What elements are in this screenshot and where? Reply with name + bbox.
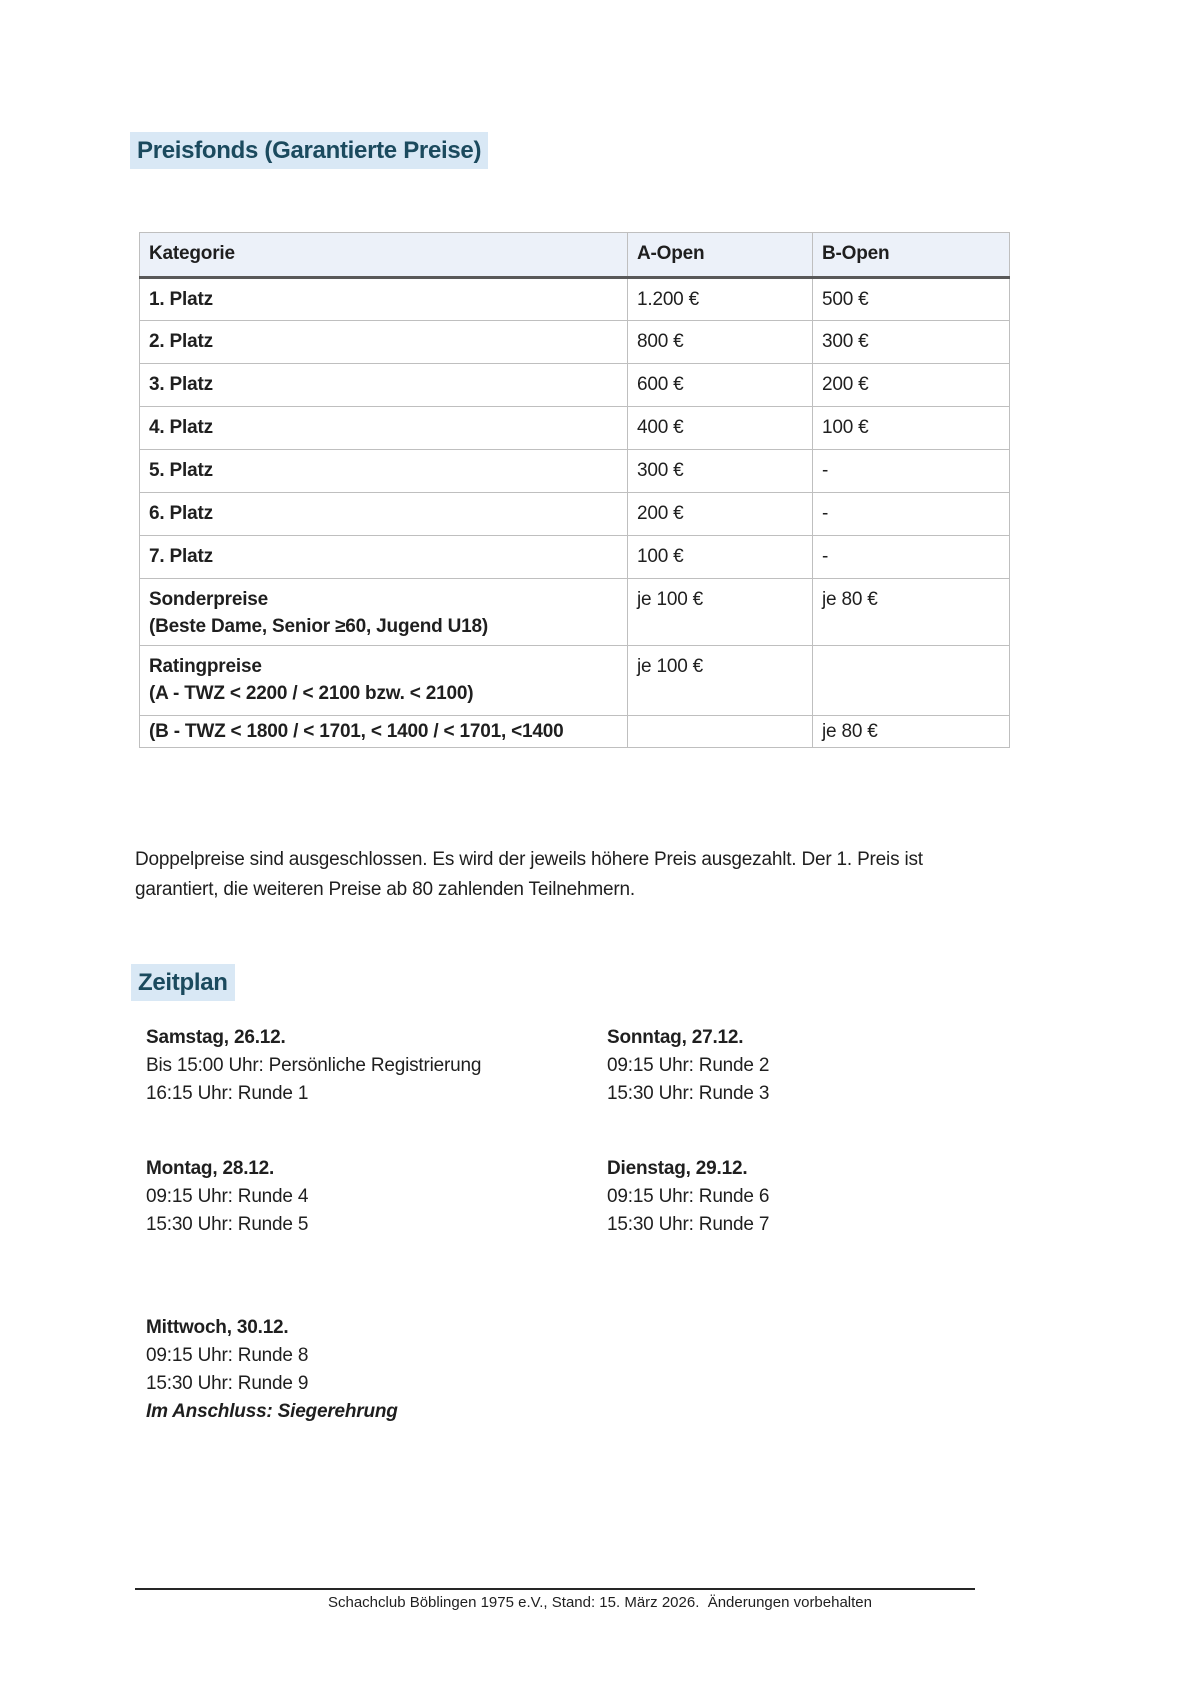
a-open-cell: 300 €: [627, 449, 813, 493]
table-row: 7. Platz 100 € -: [139, 535, 1010, 579]
a-open-cell: 400 €: [627, 406, 813, 450]
b-open-cell: je 80 €: [812, 578, 1010, 646]
prize-table: Kategorie A-Open B-Open 1. Platz 1.200 €…: [139, 232, 1010, 748]
schedule-line: 15:30 Uhr: Runde 5: [146, 1214, 309, 1235]
category-cell: (B - TWZ < 1800 / < 1701, < 1400 / < 170…: [139, 715, 628, 748]
schedule-row: Mittwoch, 30.12. 09:15 Uhr: Runde 8 15:3…: [146, 1314, 1046, 1426]
schedule-row: Samstag, 26.12. Bis 15:00 Uhr: Persönlic…: [146, 1024, 1046, 1108]
schedule-day-title: Sonntag, 27.12.: [607, 1027, 744, 1048]
schedule-day-title: Montag, 28.12.: [146, 1158, 275, 1179]
category-subline: (Beste Dame, Senior ≥60, Jugend U18): [149, 616, 489, 637]
a-open-cell: 1.200 €: [627, 277, 813, 321]
category-cell: 5. Platz: [139, 449, 628, 493]
b-open-cell: -: [812, 535, 1010, 579]
schedule-line: Bis 15:00 Uhr: Persönliche Registrierung: [146, 1055, 482, 1076]
category-cell: 4. Platz: [139, 406, 628, 450]
schedule-line: 16:15 Uhr: Runde 1: [146, 1083, 309, 1104]
schedule-day-title: Dienstag, 29.12.: [607, 1158, 748, 1179]
a-open-cell: 800 €: [627, 320, 813, 364]
schedule-section-heading: Zeitplan: [131, 964, 235, 1001]
category-subline: (A - TWZ < 2200 / < 2100 bzw. < 2100): [149, 683, 474, 704]
schedule-block-mittwoch: Mittwoch, 30.12. 09:15 Uhr: Runde 8 15:3…: [146, 1314, 607, 1426]
schedule-day-title: Mittwoch, 30.12.: [146, 1317, 289, 1338]
table-row: 1. Platz 1.200 € 500 €: [139, 277, 1010, 321]
footer-divider: [135, 1572, 975, 1590]
schedule-line: 15:30 Uhr: Runde 7: [607, 1214, 770, 1235]
a-open-cell: [627, 715, 813, 748]
b-open-cell: -: [812, 492, 1010, 536]
table-row: 6. Platz 200 € -: [139, 492, 1010, 536]
b-open-cell: je 80 €: [812, 715, 1010, 748]
table-row: (B - TWZ < 1800 / < 1701, < 1400 / < 170…: [139, 715, 1010, 748]
b-open-cell: 100 €: [812, 406, 1010, 450]
column-header-kategorie: Kategorie: [139, 232, 628, 279]
b-open-cell: -: [812, 449, 1010, 493]
schedule-day-title: Samstag, 26.12.: [146, 1027, 286, 1048]
category-cell: 7. Platz: [139, 535, 628, 579]
table-row: 5. Platz 300 € -: [139, 449, 1010, 493]
a-open-cell: je 100 €: [627, 578, 813, 646]
schedule-block-empty: [607, 1314, 1046, 1426]
category-cell: Ratingpreise (A - TWZ < 2200 / < 2100 bz…: [139, 645, 628, 716]
b-open-cell: [812, 645, 1010, 716]
category-cell: 6. Platz: [139, 492, 628, 536]
column-header-a-open: A-Open: [627, 232, 813, 279]
a-open-cell: je 100 €: [627, 645, 813, 716]
a-open-cell: 600 €: [627, 363, 813, 407]
a-open-cell: 200 €: [627, 492, 813, 536]
schedule-row: Montag, 28.12. 09:15 Uhr: Runde 4 15:30 …: [146, 1155, 1046, 1239]
prize-note-line: garantiert, die weiteren Preise ab 80 za…: [135, 879, 635, 900]
schedule-block-dienstag: Dienstag, 29.12. 09:15 Uhr: Runde 6 15:3…: [607, 1155, 1046, 1239]
table-row: Sonderpreise (Beste Dame, Senior ≥60, Ju…: [139, 578, 1010, 646]
schedule-line: 15:30 Uhr: Runde 9: [146, 1373, 309, 1394]
schedule-line: 15:30 Uhr: Runde 3: [607, 1083, 770, 1104]
footer-text: Schachclub Böblingen 1975 e.V., Stand: 1…: [327, 1594, 872, 1611]
schedule-block-samstag: Samstag, 26.12. Bis 15:00 Uhr: Persönlic…: [146, 1024, 607, 1108]
table-row: 2. Platz 800 € 300 €: [139, 320, 1010, 364]
category-cell: Sonderpreise (Beste Dame, Senior ≥60, Ju…: [139, 578, 628, 646]
schedule-block-sonntag: Sonntag, 27.12. 09:15 Uhr: Runde 2 15:30…: [607, 1024, 1046, 1108]
table-row: 4. Platz 400 € 100 €: [139, 406, 1010, 450]
category-cell: 3. Platz: [139, 363, 628, 407]
schedule-block-montag: Montag, 28.12. 09:15 Uhr: Runde 4 15:30 …: [146, 1155, 607, 1239]
a-open-cell: 100 €: [627, 535, 813, 579]
b-open-cell: 300 €: [812, 320, 1010, 364]
schedule-line: 09:15 Uhr: Runde 2: [607, 1055, 770, 1076]
schedule-line: 09:15 Uhr: Runde 8: [146, 1345, 309, 1366]
b-open-cell: 500 €: [812, 277, 1010, 321]
b-open-cell: 200 €: [812, 363, 1010, 407]
schedule-line: 09:15 Uhr: Runde 6: [607, 1186, 770, 1207]
prize-note: Doppelpreise sind ausgeschlossen. Es wir…: [135, 845, 1095, 905]
schedule-closing-line: Im Anschluss: Siegerehrung: [146, 1401, 398, 1422]
table-header-row: Kategorie A-Open B-Open: [139, 232, 1010, 279]
prizes-section-heading: Preisfonds (Garantierte Preise): [130, 132, 489, 169]
table-row: 3. Platz 600 € 200 €: [139, 363, 1010, 407]
prize-note-line: Doppelpreise sind ausgeschlossen. Es wir…: [135, 849, 923, 870]
table-row: Ratingpreise (A - TWZ < 2200 / < 2100 bz…: [139, 645, 1010, 716]
category-cell: 1. Platz: [139, 277, 628, 321]
category-cell: 2. Platz: [139, 320, 628, 364]
schedule-line: 09:15 Uhr: Runde 4: [146, 1186, 309, 1207]
column-header-b-open: B-Open: [812, 232, 1010, 279]
